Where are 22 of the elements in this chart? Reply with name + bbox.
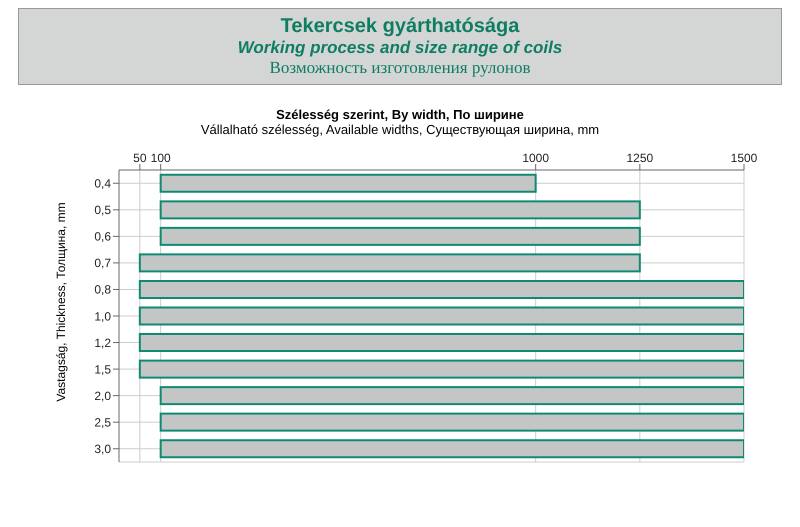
y-tick-label: 0,7 <box>94 256 112 270</box>
y-axis-title: Vastagság, Thickness, Толщина, mm <box>54 202 68 402</box>
x-tick-label: 100 <box>150 151 171 165</box>
y-tick-label: 0,6 <box>94 230 112 244</box>
x-tick-label: 1500 <box>730 151 758 165</box>
chart-title: Tekercsek gyárthatósága <box>280 15 520 38</box>
text: Возможность изготовления рулонов <box>268 58 532 78</box>
y-tick-label: 2,5 <box>94 415 112 430</box>
y-tick-label: 0,8 <box>94 282 112 297</box>
y-tick-label: 1,0 <box>94 309 112 324</box>
x-tick-label: 50 <box>133 151 147 165</box>
y-tick-label: 3,0 <box>94 442 112 456</box>
y-tick-label: 1,5 <box>94 362 112 376</box>
text: Szélesség szerint, By width, По ширине <box>275 107 525 122</box>
y-tick-label: 0,4 <box>94 176 112 191</box>
x-tick-label: 1250 <box>626 151 654 165</box>
chart-subtitle: Working process and size range of coils <box>236 38 564 58</box>
y-tick-label: 0,5 <box>94 203 112 218</box>
y-tick-label: 2,0 <box>94 388 112 403</box>
x-tick-label: 1000 <box>522 151 550 165</box>
y-tick-label: 1,2 <box>94 336 112 350</box>
x-axis-title: Vállalható szélesség, Available widths, Существующая ширина, mm <box>200 122 600 137</box>
